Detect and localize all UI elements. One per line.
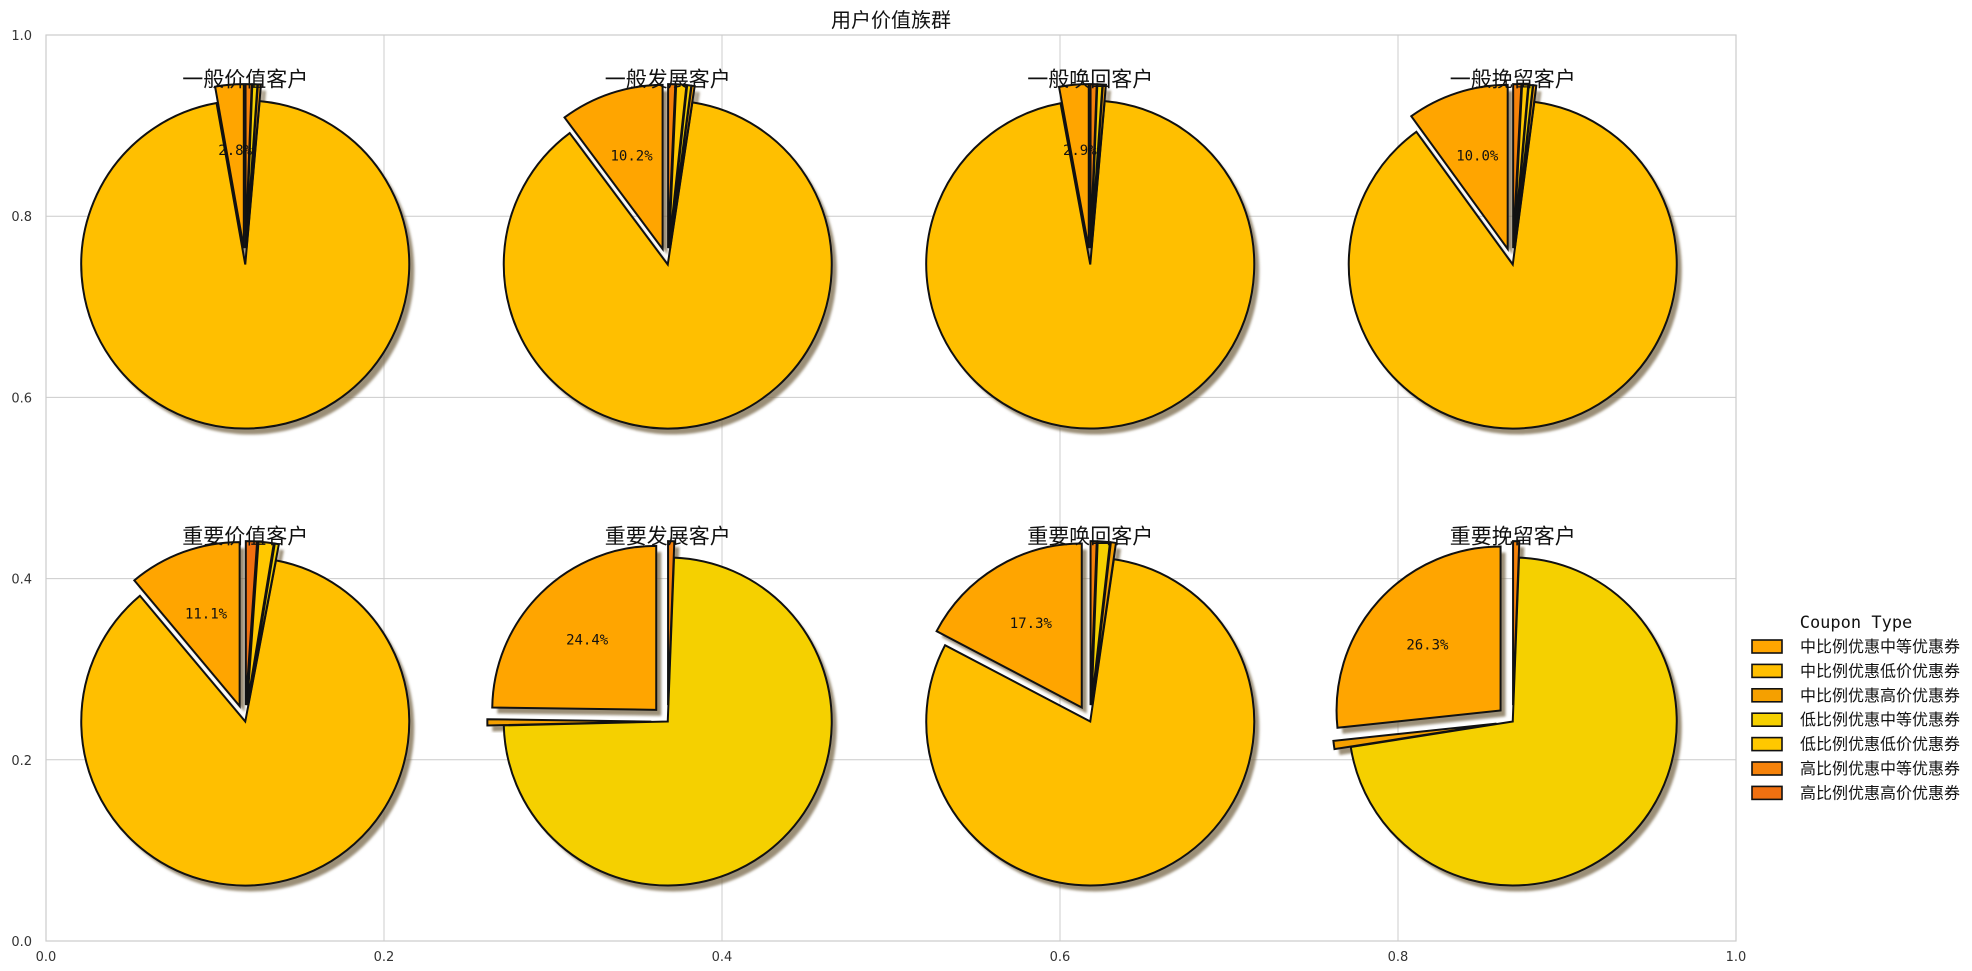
pie-percent-label: 11.1% <box>185 607 228 623</box>
legend-entry-label: 高比例优惠高价优惠券 <box>1800 783 1960 802</box>
pie-chart: 10.0% 一般挽留客户 <box>1347 68 1682 435</box>
pie-slice <box>1089 540 1098 706</box>
y-tick-label: 0.2 <box>11 754 32 769</box>
legend-swatch <box>1751 663 1783 679</box>
legend-swatch <box>1751 687 1783 703</box>
pie-title: 一般唤回客户 <box>1027 68 1153 92</box>
legend-entry-label: 低比例优惠中等优惠券 <box>1800 710 1960 729</box>
legend-swatch <box>1751 785 1783 801</box>
x-tick-label: 0.8 <box>1388 950 1409 965</box>
pie-title: 重要价值客户 <box>182 525 308 549</box>
legend-entry-label: 中比例优惠中等优惠券 <box>1800 637 1960 656</box>
pie-slice <box>1057 83 1090 249</box>
y-tick-label: 0.8 <box>11 210 32 225</box>
pie-slice <box>1335 545 1502 729</box>
legend-swatch <box>1751 712 1783 728</box>
pie-percent-label: 17.3% <box>1010 616 1053 632</box>
pie-slice <box>925 100 1256 430</box>
legend-title: Coupon Type <box>1800 613 1913 633</box>
pie-chart: 2.9% 一般唤回客户 <box>925 68 1260 435</box>
y-tick-label: 0.6 <box>11 391 32 406</box>
pie-chart: 26.3% 重要挽留客户 <box>1332 525 1682 892</box>
x-tick-label: 0.0 <box>36 950 57 965</box>
pie-slice <box>1347 100 1678 430</box>
plot-frame <box>45 34 1737 942</box>
y-tick-label: 0.0 <box>11 935 32 950</box>
pie-slice <box>563 83 664 252</box>
legend-entry-label: 中比例优惠低价优惠券 <box>1800 661 1960 680</box>
pie-chart: 2.8% 一般价值客户 <box>80 68 415 435</box>
chart-title: 用户价值族群 <box>831 8 951 32</box>
pie-slice <box>246 540 275 706</box>
pie-title: 重要发展客户 <box>605 525 731 549</box>
pie-slice <box>1089 83 1098 249</box>
pie-charts: 2.8% 一般价值客户 10.2% 一般发展客户 2.9% 一般唤回客户 10.0% 一般挽留… <box>80 68 1682 892</box>
legend-entry-label: 低比例优惠低价优惠券 <box>1800 735 1960 754</box>
legend-entry-label: 中比例优惠高价优惠券 <box>1800 686 1960 705</box>
pie-slice <box>244 540 259 706</box>
pie-percent-label: 10.2% <box>611 149 654 165</box>
pie-percent-label: 10.0% <box>1456 148 1499 164</box>
pie-title: 重要挽留客户 <box>1450 525 1576 549</box>
x-tick-label: 0.6 <box>1050 950 1071 965</box>
y-tick-label: 0.4 <box>11 573 32 588</box>
x-tick-label: 0.4 <box>712 950 733 965</box>
pie-slice <box>491 544 658 711</box>
x-tick-label: 0.2 <box>374 950 395 965</box>
pie-slice <box>1512 540 1521 706</box>
pie-chart: 10.2% 一般发展客户 <box>502 68 837 435</box>
pie-title: 一般价值客户 <box>182 68 308 92</box>
pie-slice <box>213 83 245 249</box>
pie-percent-label: 2.8% <box>218 143 252 159</box>
pie-title: 一般发展客户 <box>605 68 731 92</box>
pie-percent-label: 2.9% <box>1063 143 1097 159</box>
pie-title: 一般挽留客户 <box>1450 68 1576 92</box>
x-tick-label: 1.0 <box>1726 950 1747 965</box>
pie-slice <box>80 100 411 430</box>
legend-swatch <box>1751 639 1783 654</box>
pie-slice <box>80 559 411 887</box>
pie-slice <box>667 83 677 249</box>
pie-chart: 24.4% 重要发展客户 <box>486 525 837 892</box>
pie-slice <box>1512 83 1523 249</box>
legend: Coupon Type 中比例优惠中等优惠券中比例优惠低价优惠券中比例优惠高价优惠… <box>1751 613 1960 802</box>
pie-slice <box>1409 83 1509 252</box>
legend-entry-label: 高比例优惠中等优惠券 <box>1800 759 1960 778</box>
pie-slice <box>502 556 833 887</box>
pie-chart: 17.3% 重要唤回客户 <box>925 525 1260 892</box>
pie-title: 重要唤回客户 <box>1027 525 1153 549</box>
pie-slice <box>502 101 833 430</box>
pie-slice <box>244 83 253 249</box>
pie-percent-label: 26.3% <box>1406 638 1449 654</box>
pie-slice <box>935 542 1083 710</box>
y-tick-label: 1.0 <box>11 29 32 44</box>
pie-slice <box>1349 556 1678 887</box>
pie-slice <box>132 541 241 709</box>
pie-slice <box>667 540 676 706</box>
pie-chart: 11.1% 重要价值客户 <box>80 525 415 892</box>
pie-slice <box>925 558 1256 887</box>
legend-swatch <box>1751 761 1783 776</box>
pie-percent-label: 24.4% <box>566 633 609 649</box>
axis-ticks: 0.0 0.2 0.4 0.6 0.8 1.0 0.0 0.2 0.4 0.6 0.8 1.0 <box>11 29 1746 965</box>
legend-swatch <box>1751 736 1783 752</box>
